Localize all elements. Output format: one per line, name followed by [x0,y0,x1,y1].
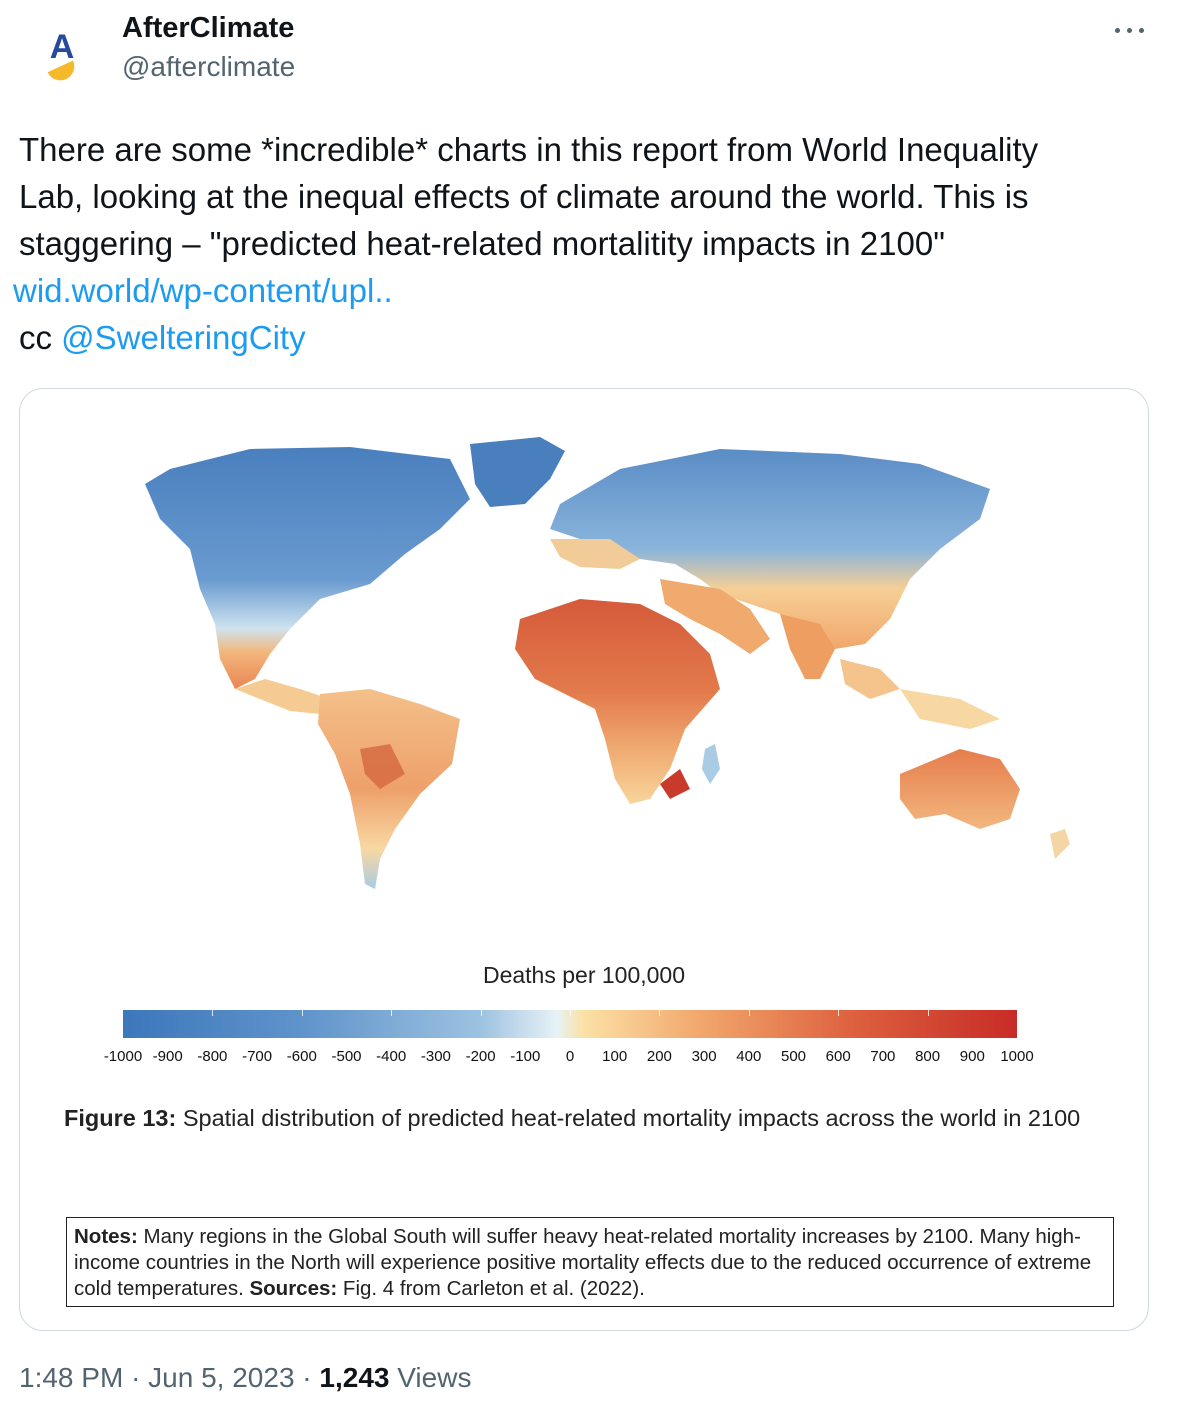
figure-caption: Figure 13: Spatial distribution of predi… [64,1103,1114,1133]
legend-tick-label: -800 [197,1048,228,1065]
separator-dot: · [131,1362,141,1393]
tweet-metadata: 1:48 PM · Jun 5, 2023 · 1,243 Views [19,1362,471,1394]
tweet-text-line: staggering – "predicted heat-related mor… [19,225,945,262]
legend-tick-label: -900 [152,1048,183,1065]
legend-tick-label: -100 [510,1048,541,1065]
views-count: 1,243 [319,1362,390,1393]
author-handle[interactable]: @afterclimate [122,51,296,82]
legend-tick-label: 1000 [1000,1048,1034,1065]
views-label: Views [397,1362,472,1393]
more-options-icon[interactable] [1112,20,1148,40]
legend-tick-label: -200 [465,1048,496,1065]
caption-text: Spatial distribution of predicted heat-r… [182,1105,1081,1131]
legend-tick-label: 300 [691,1048,717,1065]
afterclimate-logo: A [47,28,75,81]
legend-color-bar [123,1010,1017,1038]
legend-tick-label: 0 [565,1048,575,1065]
legend-tick-label: -400 [376,1048,407,1065]
tweet-text-line: There are some *incredible* charts in th… [19,131,1039,168]
legend-tick-label: 200 [646,1048,672,1065]
mention-link[interactable]: @SwelteringCity [61,319,306,356]
caption-label: Figure 13: [64,1105,177,1131]
notes-text: Many regions in the Global South will su… [74,1225,1092,1300]
world-mortality-map [145,437,1070,889]
legend-tick-label: -1000 [103,1048,143,1065]
avatar[interactable]: A [24,14,100,90]
tweet-text-line: Lab, looking at the inequal effects of c… [19,178,1029,215]
tweet-text: There are some *incredible* charts in th… [13,126,1159,361]
cc-text: cc [19,319,52,356]
legend-tick-label: 700 [870,1048,896,1065]
legend-tick-label: -600 [286,1048,317,1065]
legend-tick-label: -700 [242,1048,273,1065]
legend-title: Deaths per 100,000 [482,962,686,988]
sources-text: Fig. 4 from Carleton et al. (2022). [342,1277,645,1300]
legend-tick-label: 400 [736,1048,762,1065]
author-display-name[interactable]: AfterClimate [122,12,295,44]
tweet-time[interactable]: 1:48 PM [19,1362,124,1393]
legend-tick-label: -500 [331,1048,362,1065]
figure-notes: Notes: Many regions in the Global South … [66,1217,1114,1307]
legend-tick-label: 900 [959,1048,985,1065]
legend-tick-label: 100 [602,1048,628,1065]
tweet-media-image[interactable]: Deaths per 100,000 -1000 -900 -800 -700 -600… [19,388,1149,1331]
tweet-date[interactable]: Jun 5, 2023 [148,1362,295,1393]
legend-tick-label: -300 [420,1048,451,1065]
tweet-link[interactable]: wid.world/wp-content/upl.. [13,272,393,309]
legend-tick-label: 500 [780,1048,807,1065]
separator-dot: · [302,1362,312,1393]
legend-tick-label: 800 [915,1048,941,1065]
svg-text:A: A [50,28,75,66]
sources-label: Sources: [249,1277,338,1300]
notes-label: Notes: [74,1225,138,1248]
legend-tick-label: 600 [825,1048,851,1065]
